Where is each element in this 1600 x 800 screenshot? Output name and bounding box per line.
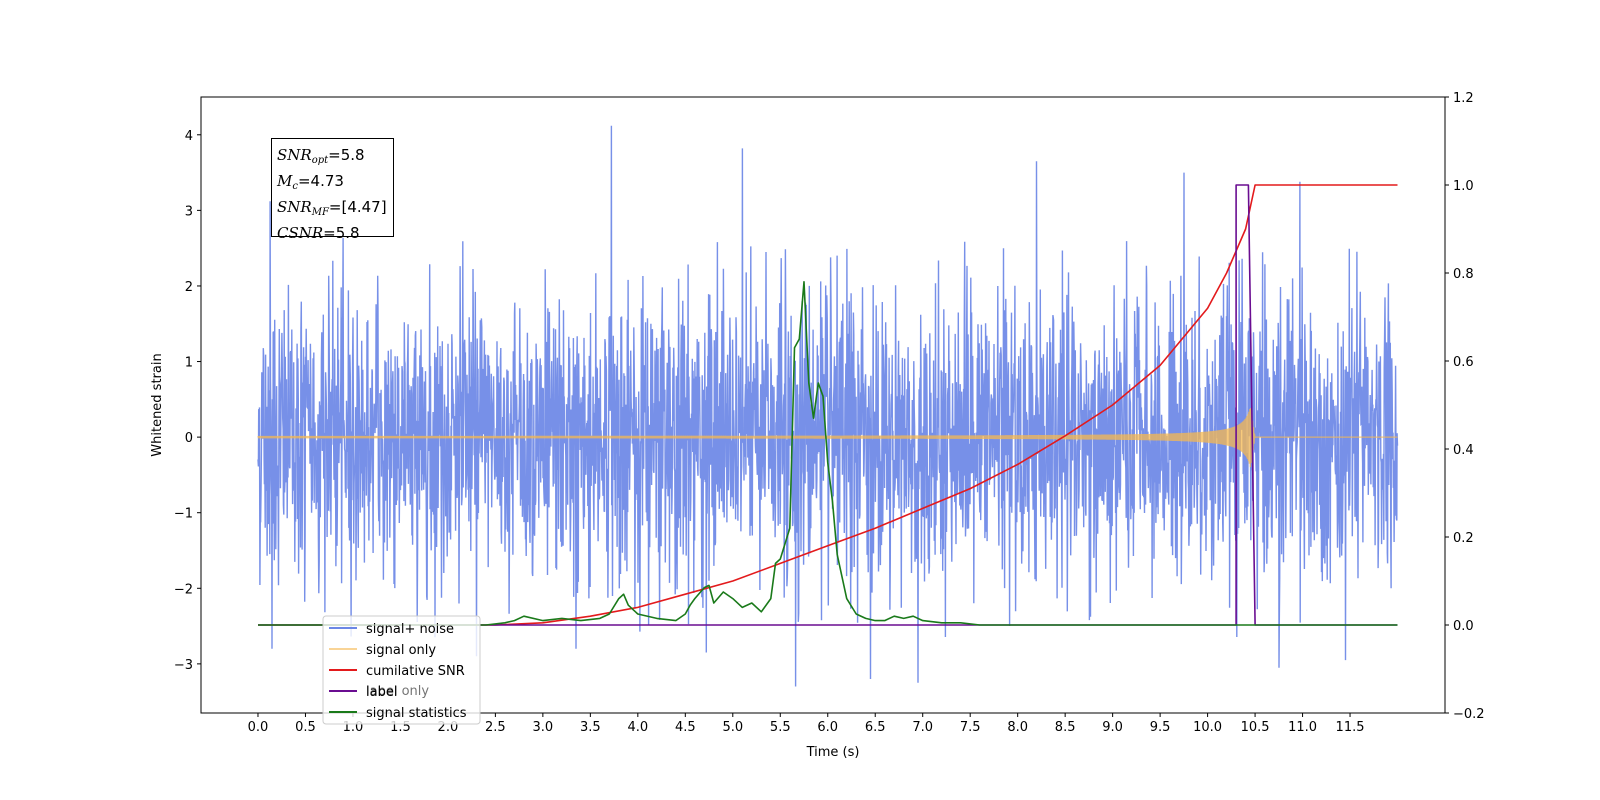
legend-entry: signal only — [366, 643, 436, 658]
x-tick-label: 0.0 — [248, 720, 269, 735]
x-tick-label: 0.5 — [295, 720, 316, 735]
y-right-tick-label: 1.2 — [1453, 91, 1474, 106]
y-left-tick-label: 2 — [185, 280, 193, 295]
series-layer — [257, 125, 1399, 687]
x-tick-label: 8.5 — [1055, 720, 1076, 735]
snr-mf-value: [4.47] — [341, 198, 387, 216]
legend-obscured-text: label only — [366, 684, 429, 699]
legend-entry: signal statistics — [366, 706, 467, 721]
y-right-tick-label: 0.4 — [1453, 443, 1474, 458]
y-right-tick-label: 1.0 — [1453, 179, 1474, 194]
legend-entry: label — [366, 685, 397, 700]
legend-entry: signal+ noise — [366, 622, 454, 637]
csnr-value: 5.8 — [335, 224, 360, 242]
y-axis-label: Whitened strain — [150, 353, 165, 456]
annotation-snr-mf: SNRMF=[4.47] — [277, 198, 387, 218]
x-tick-label: 11.5 — [1336, 720, 1365, 735]
y-left-tick-label: −2 — [174, 582, 193, 597]
x-tick-label: 8.0 — [1007, 720, 1028, 735]
x-tick-label: 5.0 — [722, 720, 743, 735]
annotation-snr-opt: SNRopt=5.8 — [277, 146, 365, 166]
y-right-tick-label: −0.2 — [1453, 707, 1485, 722]
plot-frame — [200, 96, 1446, 714]
x-tick-label: 5.5 — [770, 720, 791, 735]
y-right-tick-label: 0.8 — [1453, 267, 1474, 282]
y-left-tick-label: −1 — [174, 507, 193, 522]
series-signal-only — [257, 408, 1398, 468]
x-tick-label: 10.5 — [1241, 720, 1270, 735]
x-axis-label: Time (s) — [806, 745, 860, 760]
mc-value: 4.73 — [310, 172, 344, 190]
x-tick-label: 6.5 — [865, 720, 886, 735]
legend-box — [322, 615, 481, 725]
x-tick-label: 4.5 — [675, 720, 696, 735]
legend-entry: cumilative SNR — [366, 664, 465, 679]
x-tick-label: 11.0 — [1288, 720, 1317, 735]
x-tick-label: 3.5 — [580, 720, 601, 735]
x-tick-label: 4.0 — [627, 720, 648, 735]
x-tick-label: 7.0 — [912, 720, 933, 735]
y-left-tick-label: 0 — [185, 431, 193, 446]
annotation-mc: Mc=4.73 — [277, 172, 344, 192]
y-left-tick-label: 4 — [185, 129, 193, 144]
x-tick-label: 9.0 — [1102, 720, 1123, 735]
x-tick-label: 3.0 — [533, 720, 554, 735]
annotation-box: SNRopt=5.8 Mc=4.73 SNRMF=[4.47] CSNR=5.8 — [271, 138, 394, 242]
x-tick-label: 6.0 — [817, 720, 838, 735]
x-tick-label: 7.5 — [960, 720, 981, 735]
y-left-tick-label: 3 — [185, 204, 193, 219]
legend: label only signal+ noise signal only cumila… — [322, 615, 481, 725]
y-left-tick-label: 1 — [185, 356, 193, 371]
y-left-tick-label: −3 — [174, 658, 193, 673]
snr-opt-value: 5.8 — [340, 146, 365, 164]
y-right-tick-label: 0.0 — [1453, 619, 1474, 634]
y-right-tick-label: 0.6 — [1453, 355, 1474, 370]
y-right-tick-label: 0.2 — [1453, 531, 1474, 546]
x-tick-label: 9.5 — [1150, 720, 1171, 735]
annotation-csnr: CSNR=5.8 — [277, 224, 360, 242]
series-signal-statistics — [258, 281, 1398, 626]
x-tick-label: 2.5 — [485, 720, 506, 735]
series-signal-noise — [257, 125, 1399, 687]
x-tick-label: 10.0 — [1193, 720, 1222, 735]
